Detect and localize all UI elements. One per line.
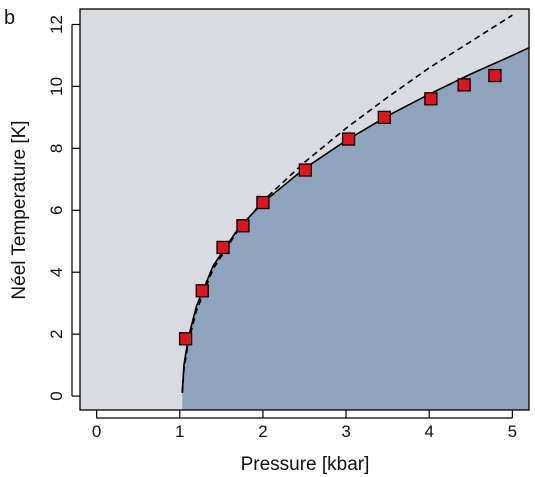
plot-frame bbox=[79, 8, 530, 411]
x-tick-label: 1 bbox=[175, 422, 184, 441]
x-tick-label: 3 bbox=[341, 422, 350, 441]
data-point bbox=[341, 132, 356, 146]
x-tick-label: 0 bbox=[92, 422, 101, 441]
y-tick-label: 0 bbox=[47, 391, 66, 400]
panel-label: b bbox=[4, 7, 15, 29]
y-tick-label: 12 bbox=[47, 15, 66, 34]
data-point bbox=[377, 110, 391, 125]
data-point bbox=[488, 68, 502, 83]
region-ordered bbox=[182, 47, 529, 410]
data-point bbox=[178, 332, 193, 346]
x-tick-label: 2 bbox=[258, 422, 267, 441]
y-axis-title: Néel Temperature [K] bbox=[9, 120, 30, 299]
data-point bbox=[236, 219, 250, 233]
data-point bbox=[195, 284, 209, 298]
x-tick-label: 5 bbox=[508, 422, 517, 441]
y-tick-label: 10 bbox=[47, 77, 66, 96]
data-point bbox=[298, 163, 312, 177]
y-tick-label: 2 bbox=[47, 329, 66, 338]
y-tick-label: 8 bbox=[47, 144, 66, 153]
y-tick-label: 4 bbox=[47, 267, 66, 276]
x-axis-title: Pressure [kbar] bbox=[241, 454, 370, 475]
data-point bbox=[216, 240, 230, 255]
x-tick-label: 4 bbox=[424, 422, 433, 441]
y-tick-label: 6 bbox=[47, 206, 66, 215]
data-point bbox=[424, 92, 438, 106]
data-point bbox=[457, 78, 471, 92]
data-point bbox=[256, 195, 270, 210]
